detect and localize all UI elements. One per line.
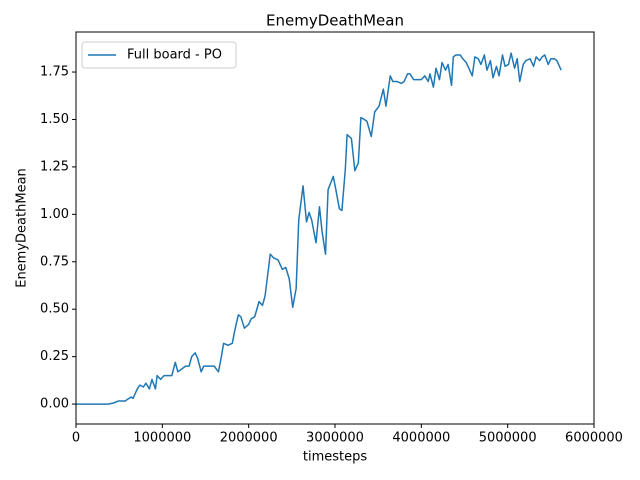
y-tick-label: 1.75 [40,65,69,80]
axes-frame [75,31,595,425]
data-line [76,52,562,405]
x-tick-label: 6000000 [565,431,623,446]
y-tick-label: 0.00 [40,397,69,412]
y-tick-label: 1.00 [40,207,69,222]
y-tick-label: 0.75 [40,254,69,269]
x-tick-label: 3000000 [306,431,364,446]
x-axis-label: timesteps [303,450,367,465]
y-tick-label: 1.50 [40,112,69,127]
legend-label: Full board - PO [127,48,222,63]
y-tick-label: 1.25 [40,159,69,174]
x-tick-label: 1000000 [133,431,191,446]
x-tick-label: 5000000 [479,431,537,446]
x-tick-label: 4000000 [392,431,450,446]
x-tick-label: 0 [72,431,80,446]
y-tick-label: 0.50 [40,302,69,317]
y-tick-label: 0.25 [40,349,69,364]
chart-title: EnemyDeathMean [266,12,404,30]
x-tick-label: 2000000 [220,431,278,446]
y-axis-label: EnemyDeathMean [15,168,30,288]
legend-box [81,41,237,69]
